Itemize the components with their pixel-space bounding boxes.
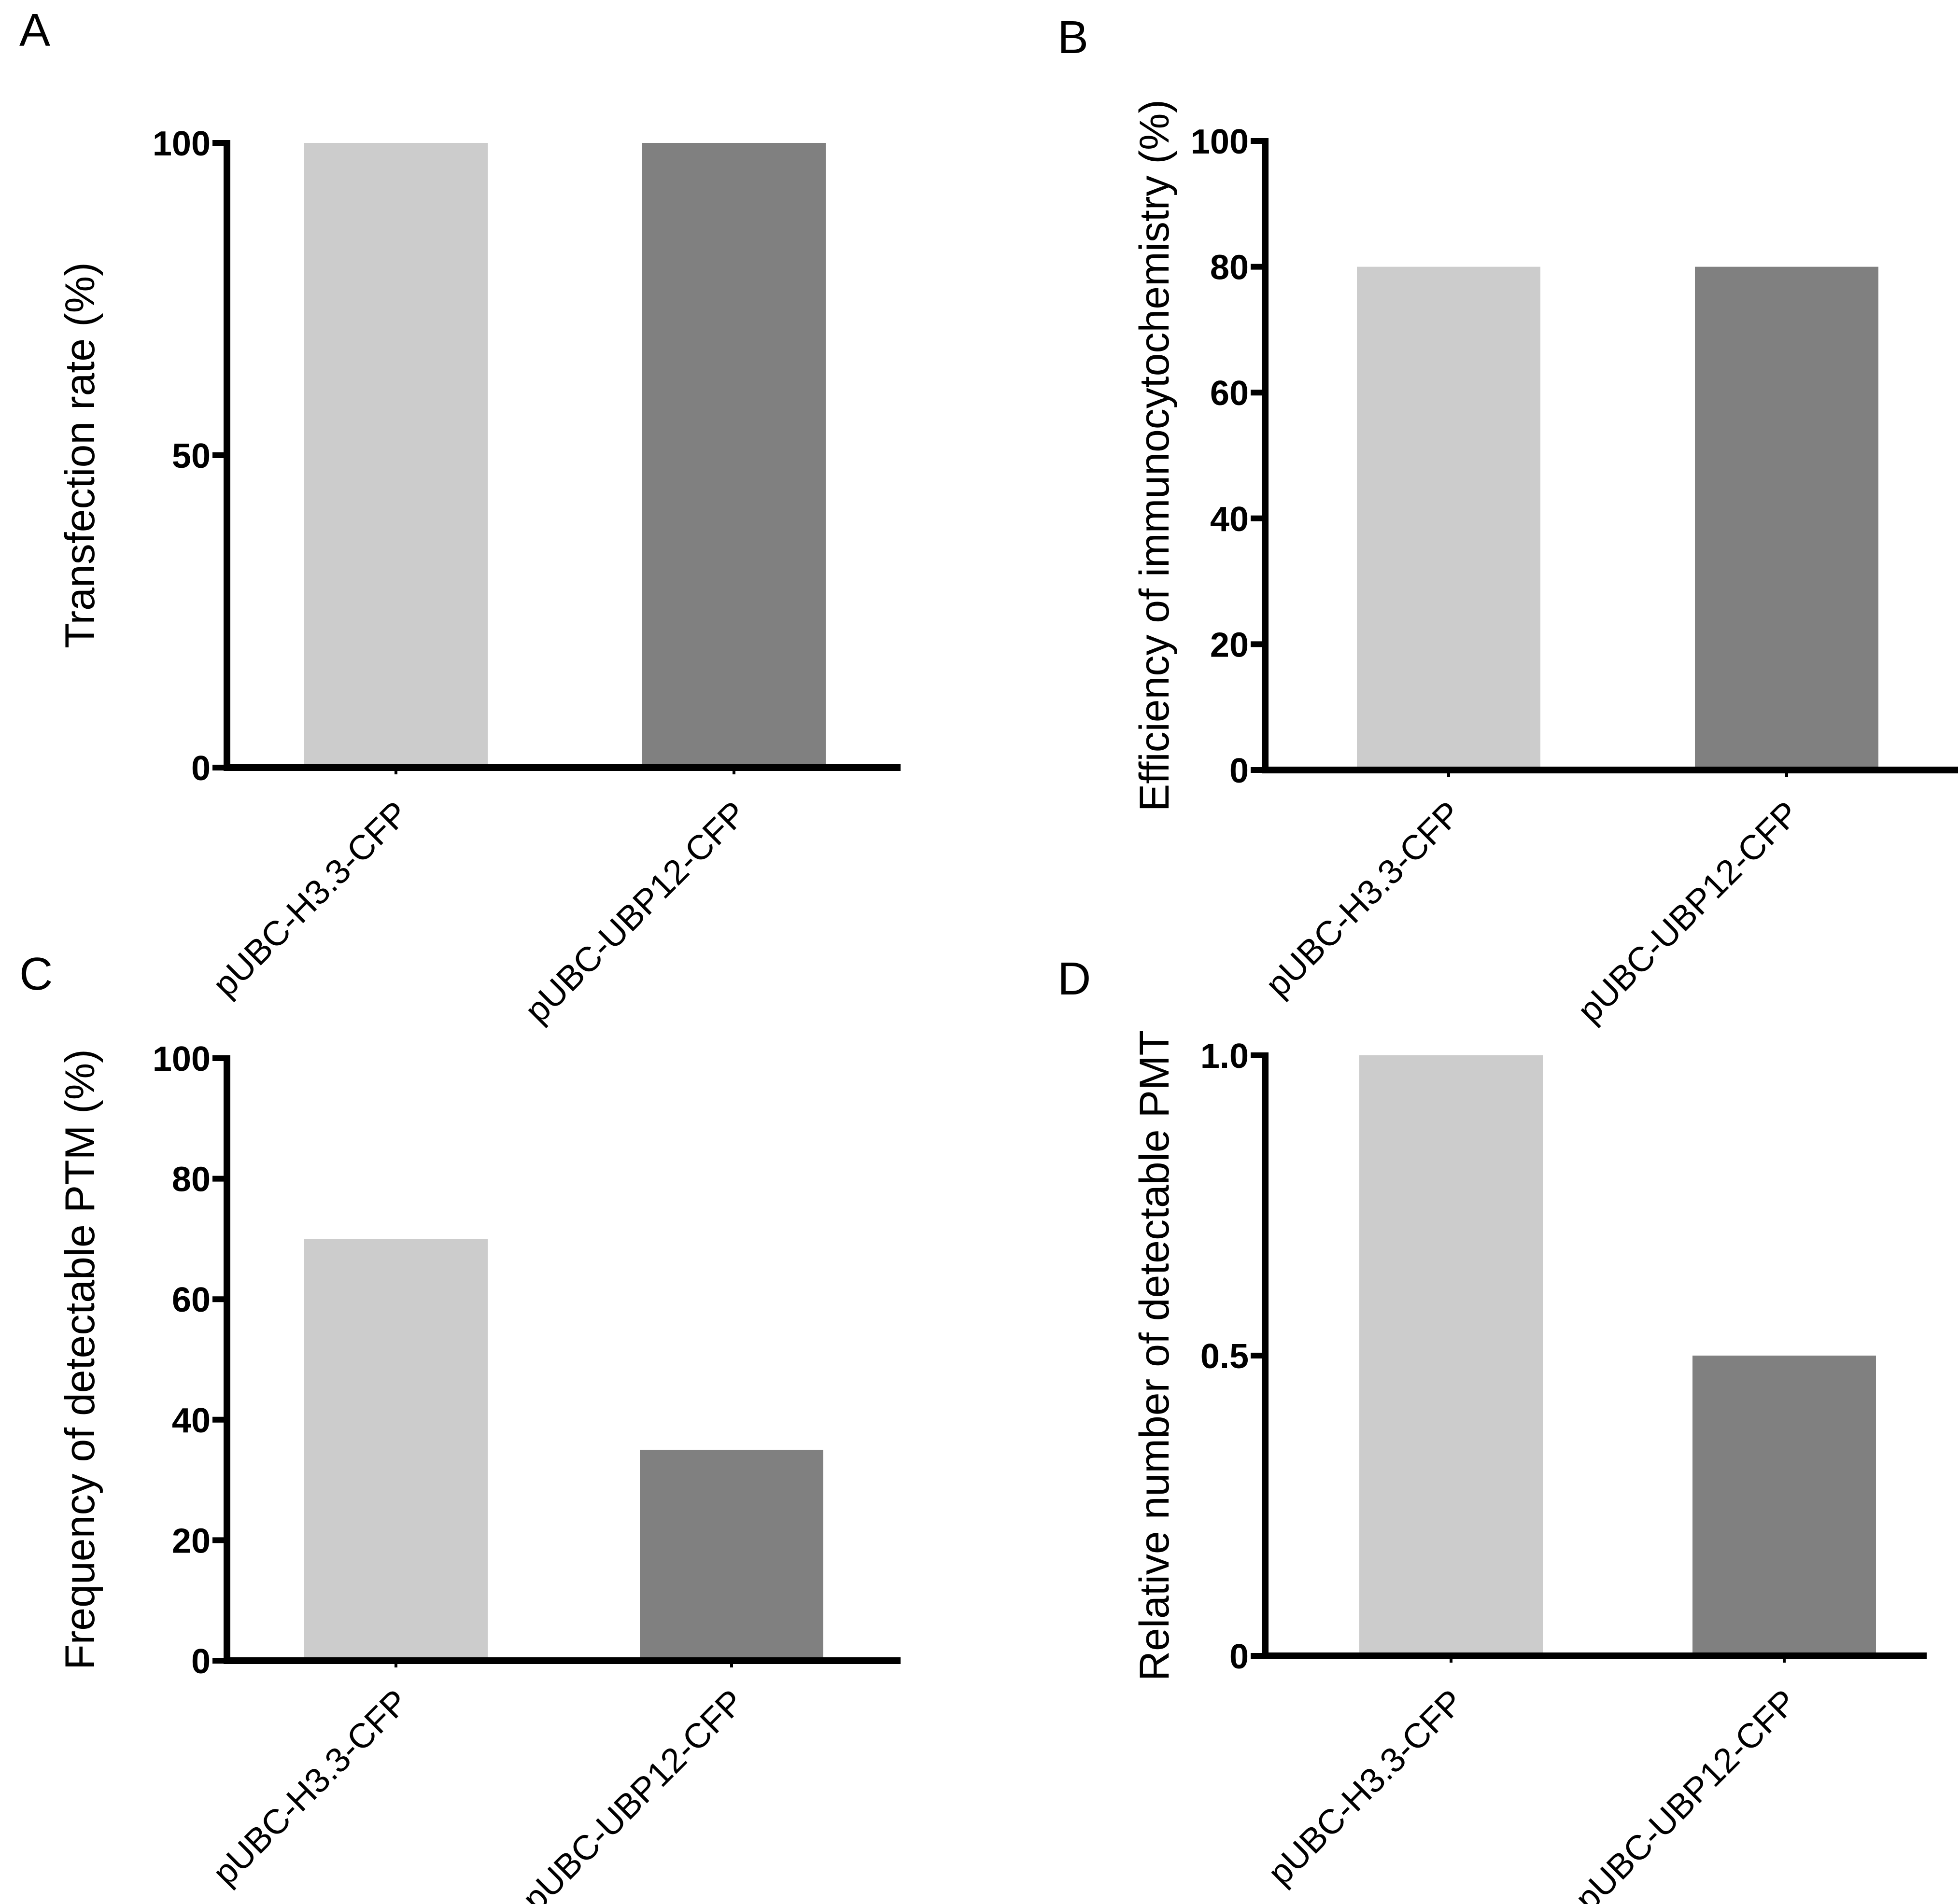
bar-2 — [1692, 1356, 1876, 1656]
chart-panel-b: B 0 20 40 60 80 100 pUBC-H3.3-CFP pUBC-UBP12-CFP… — [1058, 12, 1958, 1030]
y-axis-title: Frequency of detectable PTM (%) — [57, 1049, 103, 1670]
y-tick-label: 40 — [172, 1401, 211, 1440]
y-tick-label: 80 — [172, 1161, 211, 1199]
x-category-label: pUBC-UBP12-CFP — [518, 794, 754, 1030]
y-tick-label: 60 — [1210, 374, 1249, 413]
y-tick-label: 80 — [1210, 249, 1249, 287]
y-tick-label: 20 — [172, 1522, 211, 1560]
x-category-label: pUBC-H3.3-CFP — [1261, 1682, 1471, 1893]
y-axis-title: Transfection rate (%) — [57, 262, 103, 648]
y-tick-label: 0 — [191, 749, 211, 788]
panel-letter: C — [19, 948, 53, 1000]
y-tick-label: 40 — [1210, 500, 1249, 539]
panel-letter: B — [1058, 12, 1088, 63]
x-category-label: pUBC-H3.3-CFP — [206, 794, 416, 1005]
bar-1 — [304, 1239, 488, 1661]
bar-1 — [304, 143, 488, 768]
x-category-label: pUBC-UBP12-CFP — [515, 1682, 751, 1904]
chart-panel-d: D 0 0.5 1.0 pUBC-H3.3-CFP pUBC-UBP12-CFP Relat… — [1058, 953, 1927, 1904]
y-axis-title: Relative number of detectable PMT — [1131, 1030, 1178, 1681]
panel-letter: A — [19, 4, 50, 56]
bar-1 — [1359, 1055, 1543, 1656]
y-tick-label: 100 — [153, 125, 211, 163]
y-tick-label: 0 — [1229, 752, 1249, 790]
x-category-label: pUBC-UBP12-CFP — [1570, 794, 1806, 1030]
y-tick-label: 0 — [1229, 1638, 1249, 1676]
bar-2 — [642, 143, 826, 768]
x-category-label: pUBC-H3.3-CFP — [1258, 794, 1469, 1005]
y-tick-label: 0 — [191, 1642, 211, 1681]
x-category-label: pUBC-H3.3-CFP — [206, 1682, 416, 1893]
y-tick-label: 20 — [1210, 626, 1249, 664]
y-axis-title: Efficiency of immunocytochemistry (%) — [1131, 99, 1178, 812]
y-tick-label: 60 — [172, 1281, 211, 1319]
panel-letter: D — [1058, 953, 1091, 1005]
y-tick-label: 0.5 — [1200, 1337, 1249, 1376]
bar-2 — [1695, 266, 1878, 770]
y-tick-label: 100 — [153, 1040, 211, 1078]
chart-panel-a: A 0 50 100 pUBC-H3.3-CFP pUBC-UBP12-CFP Transf… — [19, 4, 901, 1030]
bar-2 — [640, 1450, 823, 1661]
y-tick-label: 1.0 — [1200, 1037, 1249, 1076]
bar-1 — [1357, 266, 1540, 770]
y-tick-label: 50 — [172, 437, 211, 476]
chart-panel-c: C 0 20 40 60 80 100 pUBC-H3.3-CFP pUBC-UBP12-CFP… — [19, 948, 901, 1904]
x-category-label: pUBC-UBP12-CFP — [1568, 1682, 1804, 1904]
y-tick-label: 100 — [1191, 123, 1249, 161]
